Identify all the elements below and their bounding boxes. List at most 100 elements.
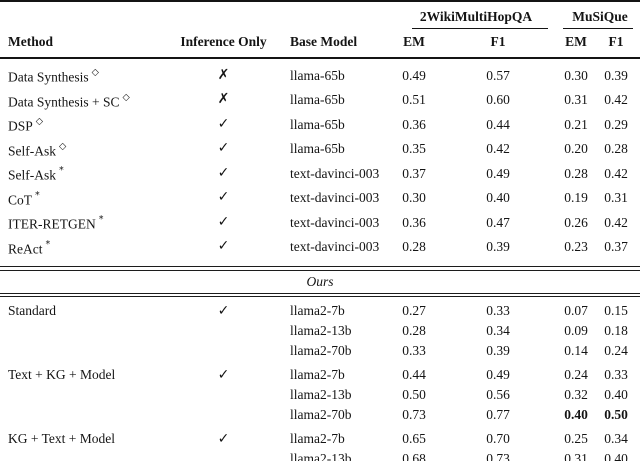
method-cell: [0, 449, 165, 461]
msq-em-cell: 0.20: [564, 141, 588, 157]
msq-f1-cell: 0.31: [604, 190, 628, 206]
base-model-cell: text-davinci-003: [290, 214, 380, 230]
inference-mark: [165, 321, 282, 341]
method-cell: Text + KG + Model: [8, 367, 116, 382]
base-model-cell: llama2-7b: [290, 431, 345, 446]
table-row: Self-Ask ◇ ✓ llama-65b 0.35 0.42 0.20 0.2…: [0, 137, 640, 162]
wiki-em-cell: 0.49: [402, 67, 426, 83]
base-model-cell: llama2-70b: [290, 343, 352, 358]
inference-mark: ✓: [217, 238, 230, 255]
wiki-f1-cell: 0.60: [486, 92, 510, 108]
method-cell: DSP ◇: [0, 112, 165, 137]
group-label-musique: MuSiQue: [572, 9, 628, 24]
msq-f1-cell: 0.42: [604, 165, 628, 181]
base-model-cell: llama-65b: [290, 92, 345, 108]
method-cell: KG + Text + Model: [8, 431, 116, 446]
ours-section: Standard ✓ llama2-7b 0.27 0.33 0.07 0.15…: [0, 297, 640, 461]
base-model-cell: llama2-7b: [290, 303, 345, 318]
inference-mark: ✓: [217, 367, 230, 383]
msq-em-cell: 0.28: [564, 165, 588, 181]
wiki-em-cell: 0.50: [402, 387, 426, 402]
group-underline-musique: [563, 28, 634, 29]
group-label-2wikimultihopqa: 2WikiMultiHopQA: [419, 9, 533, 24]
inference-mark: ✓: [217, 431, 230, 447]
inference-mark: [165, 405, 282, 425]
column-header-wiki-f1: F1: [436, 29, 560, 59]
base-model-cell: text-davinci-003: [290, 239, 380, 255]
table-row: KG + Text + Model ✓ llama2-7b 0.65 0.70 …: [0, 425, 640, 449]
wiki-f1-cell: 0.47: [486, 214, 510, 230]
wiki-em-cell: 0.65: [402, 431, 426, 446]
table-row: ReAct * ✓ text-davinci-003 0.28 0.39 0.23…: [0, 235, 640, 260]
inference-mark: ✓: [217, 213, 230, 230]
wiki-em-cell: 0.27: [402, 303, 426, 318]
wiki-em-cell: 0.51: [402, 92, 426, 108]
method-superscript: ◇: [122, 91, 130, 103]
base-model-cell: llama2-13b: [290, 387, 352, 402]
msq-em-cell: 0.07: [564, 303, 588, 318]
wiki-f1-cell: 0.49: [486, 165, 510, 181]
method-label: DSP: [8, 118, 33, 134]
method-superscript: *: [35, 189, 40, 201]
column-header-inference-only: Inference Only: [165, 29, 282, 59]
msq-f1-cell: 0.18: [604, 323, 628, 338]
table-row: llama2-13b 0.50 0.56 0.32 0.40: [0, 385, 640, 405]
method-label: CoT: [8, 192, 33, 207]
msq-em-cell: 0.25: [564, 431, 588, 446]
wiki-f1-cell: 0.44: [486, 116, 510, 132]
msq-f1-cell: 0.50: [604, 407, 628, 422]
table-row: DSP ◇ ✓ llama-65b 0.36 0.44 0.21 0.29: [0, 112, 640, 137]
wiki-em-cell: 0.37: [402, 165, 426, 181]
method-cell: ITER-RETGEN *: [0, 210, 165, 235]
method-superscript: *: [98, 214, 104, 225]
section-separator: Ours: [0, 259, 640, 297]
msq-f1-cell: 0.42: [604, 214, 628, 230]
msq-f1-cell: 0.40: [604, 451, 628, 461]
msq-f1-cell: 0.24: [604, 343, 628, 358]
method-label: Data Synthesis + SC: [8, 94, 120, 109]
inference-mark: [165, 385, 282, 405]
method-superscript: ◇: [35, 116, 44, 127]
inference-mark: ✓: [217, 303, 230, 319]
inference-mark: ✓: [217, 140, 230, 157]
table-row: Data Synthesis ◇ ✗ llama-65b 0.49 0.57 0.…: [0, 58, 640, 88]
msq-em-cell: 0.30: [564, 67, 588, 83]
method-label: ReAct: [8, 241, 43, 256]
wiki-f1-cell: 0.42: [486, 141, 510, 157]
column-header-wiki-em: EM: [392, 29, 436, 59]
group-header-musique: MuSiQue: [560, 1, 640, 29]
double-rule-bottom: [0, 292, 640, 297]
msq-f1-cell: 0.39: [604, 67, 628, 83]
baselines-section: Data Synthesis ◇ ✗ llama-65b 0.49 0.57 0.…: [0, 58, 640, 259]
method-label: Self-Ask: [8, 143, 56, 158]
inference-mark: ✓: [217, 189, 230, 206]
wiki-em-cell: 0.33: [402, 343, 426, 358]
column-header-msq-f1: F1: [592, 29, 640, 59]
wiki-f1-cell: 0.39: [486, 343, 510, 358]
method-superscript: ◇: [91, 67, 99, 78]
wiki-em-cell: 0.36: [402, 214, 426, 230]
wiki-f1-cell: 0.49: [486, 367, 510, 382]
base-model-cell: llama2-70b: [290, 407, 352, 422]
msq-em-cell: 0.24: [564, 367, 588, 382]
wiki-f1-cell: 0.70: [486, 431, 510, 446]
wiki-f1-cell: 0.77: [486, 407, 510, 422]
base-model-cell: llama2-13b: [290, 451, 352, 461]
method-cell: Standard: [0, 297, 165, 321]
group-header-2wikimultihopqa: 2WikiMultiHopQA: [392, 1, 560, 29]
base-model-cell: llama2-7b: [290, 367, 345, 382]
method-cell: ReAct *: [0, 235, 165, 260]
msq-f1-cell: 0.15: [604, 303, 628, 318]
wiki-em-cell: 0.68: [402, 451, 426, 461]
method-superscript: *: [59, 165, 64, 176]
method-cell: Data Synthesis ◇: [0, 58, 165, 88]
group-header-spacer: [0, 1, 392, 29]
inference-mark: [165, 341, 282, 361]
method-label: Standard: [8, 303, 56, 318]
wiki-em-cell: 0.28: [402, 239, 426, 255]
section-label-ours: Ours: [306, 273, 334, 289]
method-cell: [0, 405, 165, 425]
method-label: Self-Ask: [8, 167, 56, 183]
inference-mark: ✓: [217, 164, 230, 181]
msq-f1-cell: 0.34: [604, 431, 628, 446]
